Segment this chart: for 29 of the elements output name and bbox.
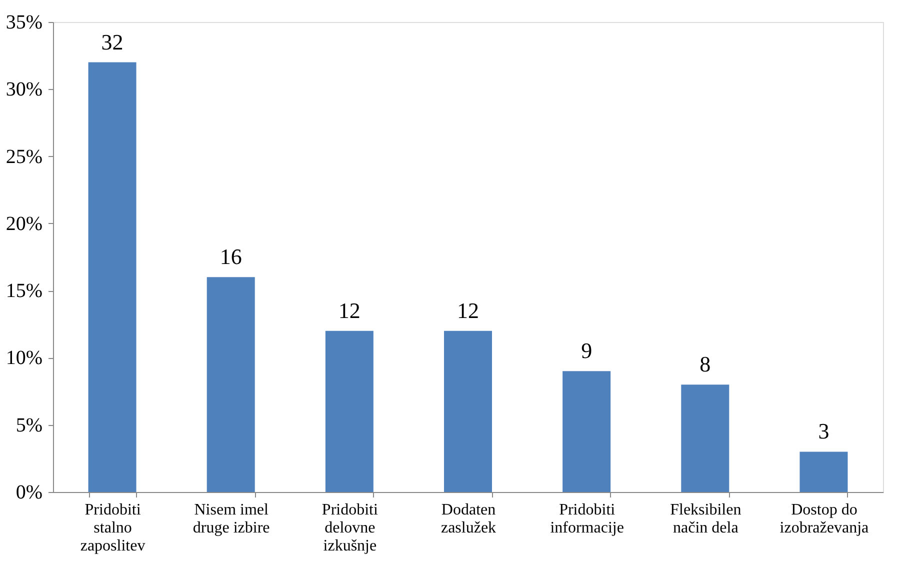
y-tick-label: 15% [6,280,42,302]
data-label: 8 [700,352,711,377]
bar [681,384,730,492]
x-tick-label: Pridobiti stalno zaposlitev [80,502,146,554]
data-label: 32 [101,29,124,54]
data-label: 12 [338,298,360,323]
x-tick-label: Nisem imel druge izbire [192,502,270,536]
y-tick-label: 5% [16,414,42,436]
y-tick-label: 25% [6,146,42,168]
y-tick-label: 35% [6,12,42,34]
x-tick-label: Dodaten zaslužek [440,502,496,536]
bar [88,62,136,492]
x-tick-label: Dostop do izobraževanja [780,502,869,536]
bar [206,277,255,492]
bar [800,452,848,492]
x-tick-label: Pridobiti delovne izkušnje [322,502,378,554]
y-tick-label: 30% [6,78,42,101]
y-tick-label: 0% [16,482,42,504]
data-label: 12 [457,298,479,323]
y-tick-label: 10% [6,347,42,370]
data-label: 16 [220,244,242,270]
x-tick-label: Pridobiti informacije [550,502,624,536]
bar [325,330,374,492]
x-tick-label: Fleksibilen način dela [670,502,742,536]
bar [444,330,492,492]
data-label: 3 [818,418,830,444]
y-tick-label: 20% [6,212,42,235]
bar [562,371,611,492]
data-label: 9 [581,338,592,364]
